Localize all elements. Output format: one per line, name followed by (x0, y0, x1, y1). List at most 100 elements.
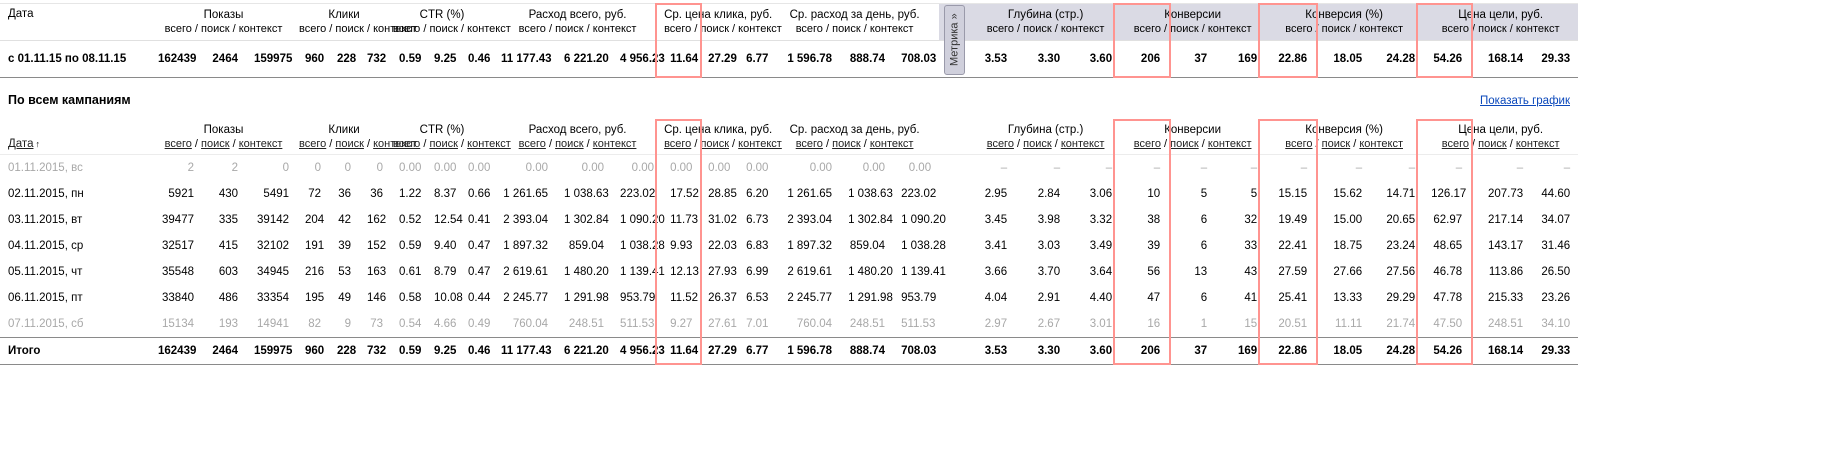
subcolumn-sort-link[interactable]: поиск (1321, 138, 1351, 150)
data-cell: 34945 (257, 266, 290, 278)
column-group-label: Ср. расход за день, руб. (789, 9, 920, 21)
data-cell: 1 596.78 (770, 337, 841, 365)
data-cell: 1 038.28 (620, 240, 665, 252)
show-chart-link[interactable]: Показать график (1480, 95, 1570, 107)
data-cell: 5 (1200, 188, 1208, 200)
data-cell: 11.73 (670, 214, 698, 226)
data-cell: 27.56 (1386, 266, 1416, 278)
data-cell: 859.04 (849, 240, 886, 252)
data-cell: 15.00 (1333, 214, 1363, 226)
subcolumn-sort-link[interactable]: всего (664, 138, 692, 150)
column-group-label: Глубина (стр.) (1007, 9, 1084, 21)
subcolumn-sort-link[interactable]: контекст (1515, 138, 1560, 150)
subcolumn-sort-link[interactable]: контекст (238, 138, 283, 150)
data-cell: 82 (308, 318, 322, 330)
column-group-header: Клики всего / поиск / контекст (297, 3, 417, 41)
data-cell: 9.25 (426, 40, 461, 78)
data-cell: 215.33 (1487, 292, 1524, 304)
subcolumn-labels: всего / поиск / контекст (164, 138, 283, 150)
subcolumn-sort-link[interactable]: поиск (201, 138, 230, 150)
data-cell: 6.77 (738, 40, 771, 78)
data-cell: 49 (338, 292, 352, 304)
data-cell: 53 (338, 266, 352, 278)
data-cell: 0.58 (399, 292, 422, 304)
data-cell: 8.37 (434, 188, 457, 200)
subcolumn-sort-link[interactable]: поиск (1478, 138, 1507, 150)
data-cell: 25.41 (1278, 292, 1308, 304)
data-cell: 162439 (150, 337, 202, 365)
subcolumn-sort-link[interactable]: контекст (467, 138, 511, 150)
data-cell: 36 (338, 188, 352, 200)
subcolumn-labels: всего / поиск / контекст (664, 23, 782, 35)
column-group-header: Показы всего / поиск / контекст (150, 3, 298, 41)
subcolumn-sort-link[interactable]: контекст (373, 138, 417, 150)
subcolumn-sort-link[interactable]: всего (986, 138, 1014, 150)
data-cell: 1 139.41 (901, 266, 946, 278)
data-cell: 27.93 (708, 266, 737, 278)
data-cell: 1.22 (399, 188, 422, 200)
data-cell: 27.59 (1278, 266, 1308, 278)
data-cell: 41 (1244, 292, 1258, 304)
column-group-label: Расход всего, руб. (528, 124, 627, 136)
data-cell: 0.47 (468, 240, 491, 252)
data-cell: – (1355, 162, 1363, 174)
data-cell: 486 (218, 292, 238, 304)
metrika-spacer-cell (939, 285, 971, 311)
data-cell: 37 (1168, 337, 1216, 365)
summary-table: Дата Показы всего / поиск / контекст Клики в… (0, 3, 1579, 78)
section-title: По всем кампаниям (8, 93, 131, 107)
date-cell: 02.11.2015, пн (8, 188, 84, 200)
subcolumn-sort-link[interactable]: контекст (869, 138, 914, 150)
subcolumn-sort-link[interactable]: контекст (1359, 138, 1403, 150)
subcolumn-sort-link[interactable]: поиск (1170, 138, 1199, 150)
data-cell: 953.79 (901, 292, 937, 304)
data-cell: 152 (367, 240, 387, 252)
subcolumn-sort-link[interactable]: поиск (335, 138, 364, 150)
subcolumn-sort-link[interactable]: поиск (700, 138, 729, 150)
data-cell: 27.29 (700, 337, 739, 365)
column-group-header: Конверсия (%) всего / поиск / контекст (1265, 119, 1424, 155)
data-cell: 1 302.84 (564, 214, 609, 226)
data-cell: 511.53 (901, 318, 936, 330)
data-cell: 760.04 (796, 318, 833, 330)
subcolumn-sort-link[interactable]: всего (518, 138, 546, 150)
data-cell: 48.65 (1433, 240, 1463, 252)
subcolumn-sort-link[interactable]: поиск (555, 138, 584, 150)
table-row: 04.11.2015, ср 32517 415 32102 191 39 152 0.59 9… (0, 233, 1578, 259)
data-cell: 54.26 (1423, 337, 1471, 365)
data-cell: 13.33 (1333, 292, 1363, 304)
subcolumn-sort-link[interactable]: всего (299, 138, 327, 150)
date-column-header: Дата ↑ (0, 119, 150, 155)
data-cell: 228 (329, 40, 360, 78)
subcolumn-sort-link[interactable]: контекст (592, 138, 637, 150)
subcolumn-sort-link[interactable]: контекст (1207, 138, 1252, 150)
subcolumn-sort-link[interactable]: контекст (738, 138, 782, 150)
subcolumn-sort-link[interactable]: поиск (1023, 138, 1052, 150)
subcolumn-sort-link[interactable]: всего (1285, 138, 1313, 150)
subcolumn-sort-link[interactable]: всего (795, 138, 823, 150)
metrika-tab[interactable]: Метрика » (944, 5, 965, 75)
data-cell: 3.60 (1068, 40, 1121, 78)
data-cell: 31.02 (708, 214, 737, 226)
data-cell: 0 (314, 162, 322, 174)
data-cell: 18.75 (1333, 240, 1363, 252)
data-cell: 11.52 (670, 292, 698, 304)
data-cell: 22.86 (1265, 40, 1316, 78)
subcolumn-sort-link[interactable]: поиск (832, 138, 861, 150)
subcolumn-sort-link[interactable]: контекст (1060, 138, 1105, 150)
subcolumn-labels: всего / поиск / контекст (795, 138, 914, 150)
subcolumn-sort-link[interactable]: поиск (429, 138, 458, 150)
data-cell: 47.50 (1433, 318, 1463, 330)
detail-table-body: 01.11.2015, вс 2 2 0 0 0 0 0.00 0.00 0.00 0.00 0.00… (0, 155, 1579, 365)
data-cell: 2.67 (1037, 318, 1061, 330)
data-cell: 9.93 (670, 240, 693, 252)
metrika-spacer-cell (939, 311, 971, 338)
data-cell: 3.30 (1015, 337, 1069, 365)
data-cell: 2.91 (1037, 292, 1061, 304)
subcolumn-sort-link[interactable]: всего (1441, 138, 1469, 150)
subcolumn-sort-link[interactable]: всего (1133, 138, 1161, 150)
column-group-header: Ср. расход за день, руб. всего / поиск / … (770, 119, 940, 155)
date-sort-link[interactable]: Дата (8, 138, 34, 150)
subcolumn-sort-link[interactable]: всего (393, 138, 421, 150)
subcolumn-sort-link[interactable]: всего (164, 138, 192, 150)
